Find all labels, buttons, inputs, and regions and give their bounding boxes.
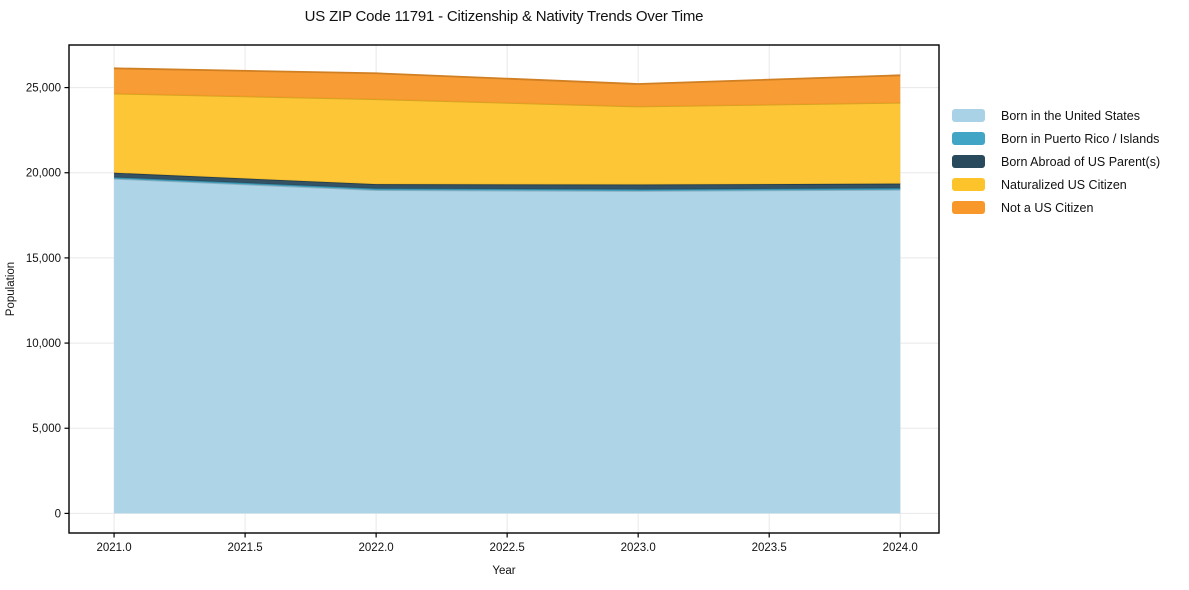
- x-tick-label: 2021.0: [96, 542, 131, 554]
- area-naturalized-us-citizen: [114, 93, 901, 185]
- x-tick-label: 2022.0: [359, 542, 394, 554]
- legend-swatch-born-abroad: [952, 155, 985, 168]
- stacked-areas: [114, 67, 901, 514]
- y-tick-label: 0: [55, 508, 61, 520]
- y-tick-label: 5,000: [32, 423, 61, 435]
- legend-item-naturalized: Naturalized US Citizen: [952, 173, 1160, 196]
- y-tick-label: 20,000: [26, 168, 61, 180]
- x-tick-label: 2024.0: [883, 542, 918, 554]
- x-tick-label: 2021.5: [228, 542, 263, 554]
- legend-swatch-naturalized: [952, 178, 985, 191]
- legend-label: Not a US Citizen: [1001, 200, 1094, 215]
- legend-item-born-in-us: Born in the United States: [952, 104, 1160, 127]
- legend-label: Born in the United States: [1001, 108, 1140, 123]
- area-born-abroad-of-us-parent-s: [114, 172, 901, 190]
- legend-item-born-puerto-rico: Born in Puerto Rico / Islands: [952, 127, 1160, 150]
- y-tick-label: 25,000: [26, 83, 61, 95]
- legend-item-born-abroad: Born Abroad of US Parent(s): [952, 150, 1160, 173]
- legend: Born in the United States Born in Puerto…: [952, 104, 1160, 219]
- chart-title: US ZIP Code 11791 - Citizenship & Nativi…: [304, 8, 704, 25]
- y-tick-label: 15,000: [26, 253, 61, 265]
- legend-label: Born in Puerto Rico / Islands: [1001, 131, 1160, 146]
- legend-label: Born Abroad of US Parent(s): [1001, 154, 1161, 169]
- legend-swatch-born-in-us: [952, 109, 985, 122]
- legend-swatch-not-citizen: [952, 201, 985, 214]
- x-axis-label: Year: [492, 565, 516, 577]
- x-tick-label: 2022.5: [490, 542, 525, 554]
- axis-ticks: 2021.0 2021.5 2022.0 2022.5 2023.0 2023.5 2024…: [26, 83, 918, 554]
- legend-label: Naturalized US Citizen: [1001, 177, 1127, 192]
- x-tick-label: 2023.5: [752, 542, 787, 554]
- area-not-a-us-citizen: [114, 68, 901, 107]
- legend-item-not-citizen: Not a US Citizen: [952, 196, 1160, 219]
- plot-border: [68, 44, 940, 534]
- y-axis-label: Population: [5, 261, 17, 317]
- area-born-in-the-united-states: [114, 178, 901, 514]
- y-tick-label: 10,000: [26, 338, 61, 350]
- legend-swatch-born-puerto-rico: [952, 132, 985, 145]
- x-tick-label: 2023.0: [621, 542, 656, 554]
- area-edge-not-a-us-citizen: [114, 67, 901, 85]
